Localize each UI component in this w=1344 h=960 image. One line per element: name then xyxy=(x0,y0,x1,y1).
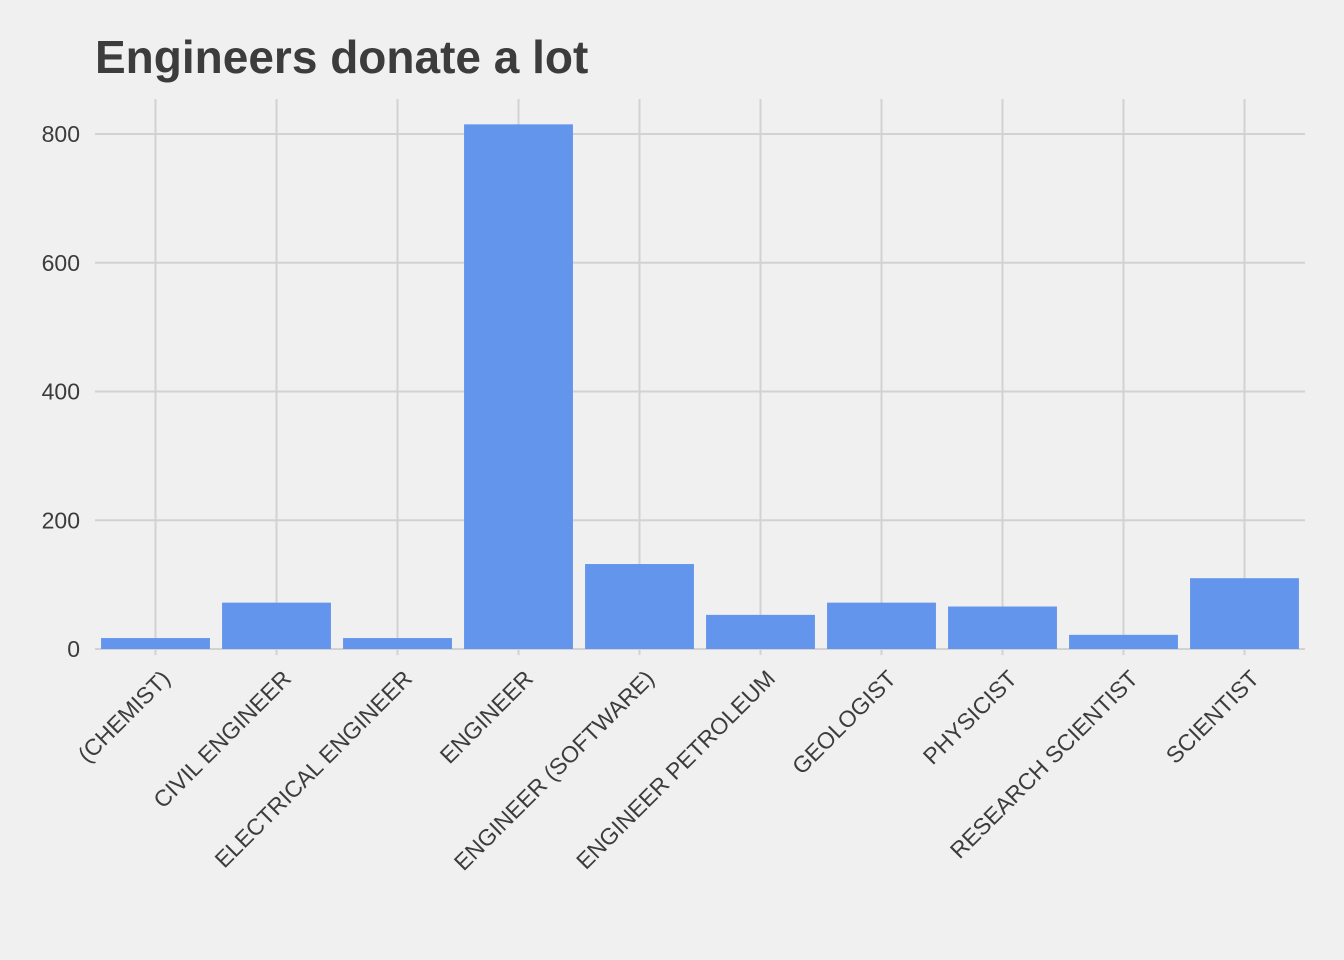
x-tick-label: ENGINEER xyxy=(435,665,538,768)
x-tick-label: (CHEMIST) xyxy=(73,665,175,767)
bar-civil-engineer xyxy=(222,602,331,649)
bar-chemist xyxy=(101,638,210,649)
x-tick-label: PHYSICIST xyxy=(918,665,1022,769)
y-tick-label: 800 xyxy=(42,121,80,147)
y-tick-label: 0 xyxy=(67,636,80,662)
chart-title: Engineers donate a lot xyxy=(95,31,589,83)
y-tick-labels: 0 200 400 600 800 xyxy=(42,121,80,662)
y-tick-label: 400 xyxy=(42,379,80,405)
bars xyxy=(101,124,1299,649)
grid-lines xyxy=(95,99,1305,655)
bar-electrical-engineer xyxy=(343,638,452,649)
x-tick-label: ELECTRICAL ENGINEER xyxy=(209,665,417,873)
bar-research-scientist xyxy=(1069,634,1178,649)
x-tick-label: GEOLOGIST xyxy=(787,665,901,779)
x-tick-label: ENGINEER (SOFTWARE) xyxy=(449,665,659,875)
y-tick-label: 600 xyxy=(42,250,80,276)
bar-engineer-software xyxy=(585,564,694,649)
bar-engineer xyxy=(464,124,573,649)
x-tick-label: ENGINEER PETROLEUM xyxy=(571,665,780,874)
bar-scientist xyxy=(1190,578,1299,649)
bar-engineer-petroleum xyxy=(706,614,815,649)
bar-geologist xyxy=(827,602,936,649)
bar-physicist xyxy=(948,606,1057,649)
y-tick-label: 200 xyxy=(42,507,80,533)
x-tick-label: SCIENTIST xyxy=(1161,665,1264,768)
